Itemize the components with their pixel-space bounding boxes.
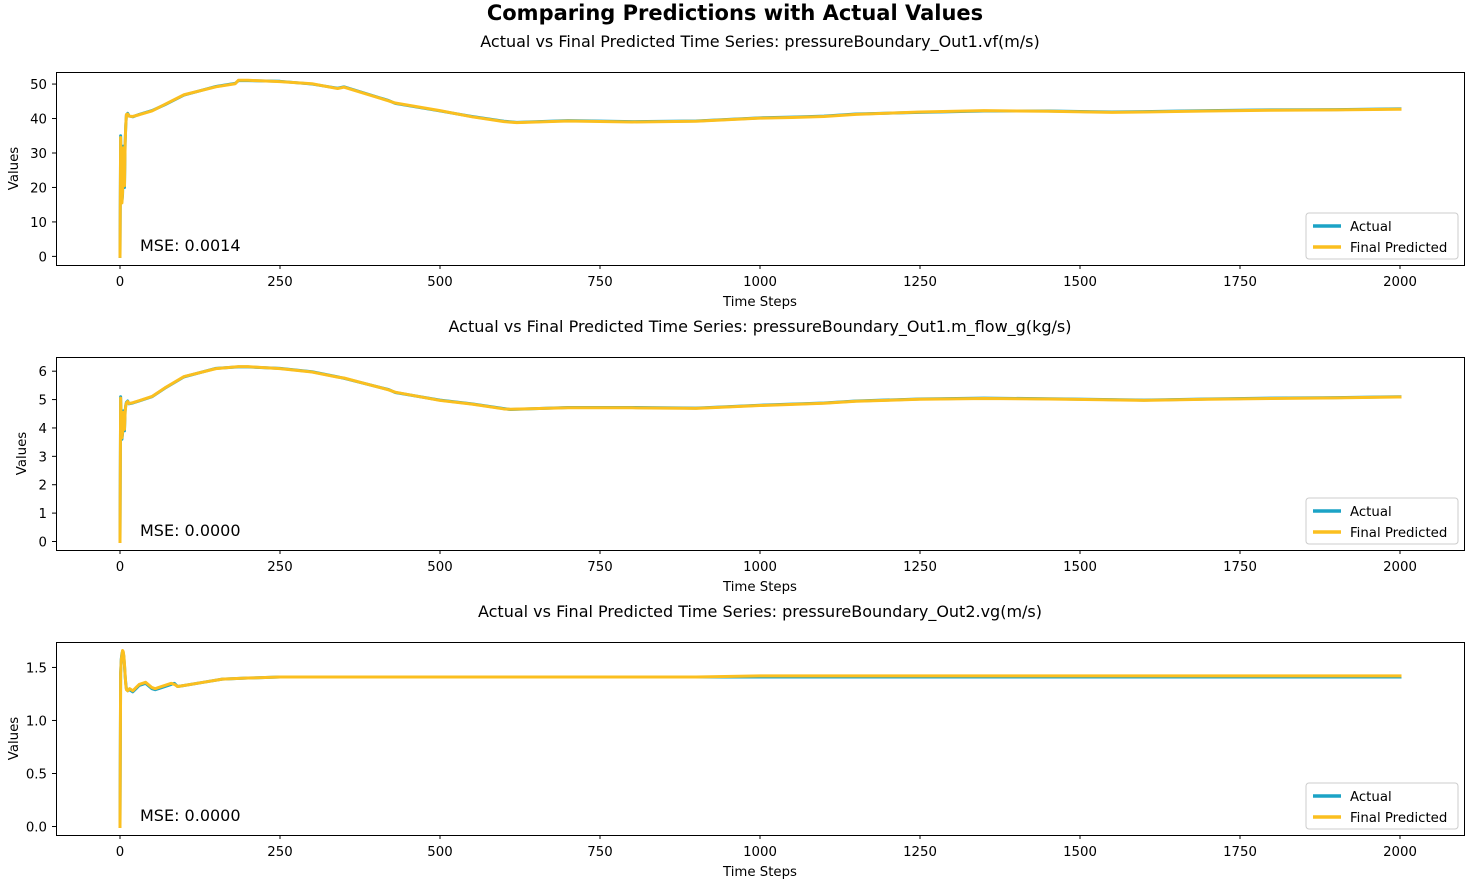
legend-label-final-predicted: Final Predicted (1350, 241, 1447, 256)
x-tick-label: 2000 (1383, 275, 1417, 290)
legend-label-actual: Actual (1350, 505, 1392, 520)
series-line-final-predicted (118, 648, 1402, 829)
plot-title: Actual vs Final Predicted Time Series: p… (480, 32, 1040, 52)
y-axis-label: Values (15, 432, 30, 476)
x-axis-label: Time Steps (722, 865, 797, 880)
y-tick-label: 3 (39, 450, 47, 465)
y-tick-label: 1 (39, 507, 47, 522)
subplot-3: Actual vs Final Predicted Time Series: p… (7, 602, 1465, 880)
y-tick-label: 40 (30, 113, 47, 128)
y-tick-label: 0.0 (26, 821, 47, 836)
y-tick-label: 0.5 (26, 767, 47, 782)
x-tick-label: 0 (116, 275, 124, 290)
x-tick-label: 1250 (903, 275, 937, 290)
series-line-final-predicted (118, 365, 1402, 543)
y-tick-label: 4 (39, 422, 47, 437)
legend-box (1305, 212, 1459, 260)
x-tick-label: 1750 (1223, 275, 1257, 290)
mse-annotation: MSE: 0.0000 (140, 806, 241, 825)
y-tick-label: 6 (39, 365, 47, 380)
legend-box (1305, 497, 1459, 545)
legend-label-final-predicted: Final Predicted (1350, 811, 1447, 826)
legend-label-actual: Actual (1350, 790, 1392, 805)
subplot-1: Actual vs Final Predicted Time Series: p… (7, 32, 1465, 310)
x-tick-label: 250 (267, 560, 292, 575)
subplot-2: Actual vs Final Predicted Time Series: p… (15, 317, 1465, 595)
series-line-final-predicted (118, 78, 1402, 258)
x-tick-label: 500 (427, 845, 452, 860)
x-tick-label: 1000 (743, 560, 777, 575)
mse-annotation: MSE: 0.0000 (140, 521, 241, 540)
x-tick-label: 250 (267, 275, 292, 290)
x-axis-label: Time Steps (722, 580, 797, 595)
x-tick-label: 1500 (1063, 845, 1097, 860)
y-tick-label: 50 (30, 78, 47, 93)
y-tick-label: 2 (39, 479, 47, 494)
x-tick-label: 750 (587, 560, 612, 575)
x-tick-label: 500 (427, 560, 452, 575)
legend-box (1305, 782, 1459, 830)
x-tick-label: 250 (267, 845, 292, 860)
plot-title: Actual vs Final Predicted Time Series: p… (478, 602, 1042, 622)
x-tick-label: 500 (427, 275, 452, 290)
legend-label-actual: Actual (1350, 220, 1392, 235)
x-tick-label: 1250 (903, 845, 937, 860)
x-tick-label: 1750 (1223, 560, 1257, 575)
x-tick-label: 750 (587, 275, 612, 290)
x-tick-label: 0 (116, 845, 124, 860)
x-tick-label: 750 (587, 845, 612, 860)
x-tick-label: 1750 (1223, 845, 1257, 860)
y-tick-label: 5 (39, 394, 47, 409)
plot-title: Actual vs Final Predicted Time Series: p… (449, 317, 1072, 337)
y-tick-label: 0 (39, 535, 47, 550)
y-tick-label: 1.5 (26, 661, 47, 676)
y-tick-label: 20 (30, 181, 47, 196)
mse-annotation: MSE: 0.0014 (140, 236, 241, 255)
x-tick-label: 1500 (1063, 275, 1097, 290)
x-tick-label: 1000 (743, 275, 777, 290)
x-tick-label: 1500 (1063, 560, 1097, 575)
x-tick-label: 1000 (743, 845, 777, 860)
y-axis-label: Values (7, 147, 22, 191)
x-tick-label: 2000 (1383, 845, 1417, 860)
figure-title: Comparing Predictions with Actual Values (487, 1, 983, 25)
y-tick-label: 0 (39, 250, 47, 265)
x-axis-label: Time Steps (722, 295, 797, 310)
y-tick-label: 30 (30, 147, 47, 162)
x-tick-label: 0 (116, 560, 124, 575)
legend-label-final-predicted: Final Predicted (1350, 526, 1447, 541)
y-tick-label: 1.0 (26, 714, 47, 729)
y-tick-label: 10 (30, 216, 47, 231)
x-tick-label: 2000 (1383, 560, 1417, 575)
y-axis-label: Values (7, 717, 22, 761)
x-tick-label: 1250 (903, 560, 937, 575)
